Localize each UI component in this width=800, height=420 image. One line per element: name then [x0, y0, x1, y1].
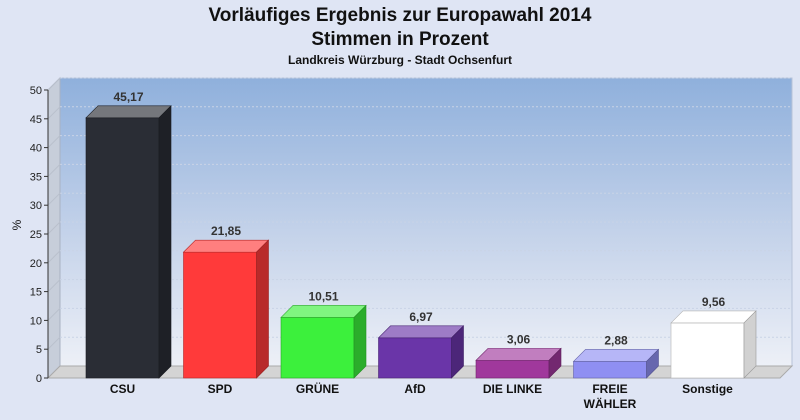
gridline-side	[47, 106, 61, 120]
y-tick-label: 40	[30, 143, 42, 155]
y-tick-label: 15	[30, 287, 42, 299]
x-tick-label: CSU	[110, 382, 135, 396]
y-tick-label: 30	[30, 200, 42, 212]
y-tick-label: 35	[30, 171, 42, 183]
data-label: 10,51	[308, 289, 338, 303]
y-tick-label: 25	[30, 229, 42, 241]
bar	[377, 325, 465, 379]
bar-front	[183, 251, 257, 379]
gridline-side	[47, 192, 61, 206]
y-tick-label: 45	[30, 114, 42, 126]
data-label: 6,97	[409, 310, 433, 324]
bar-side	[158, 105, 172, 379]
bar-side	[548, 347, 562, 379]
bar	[85, 105, 172, 379]
bar-side	[743, 310, 757, 379]
y-tick-label: 10	[30, 315, 42, 327]
bar-side	[256, 239, 269, 379]
x-tick-label: GRÜNE	[296, 381, 339, 396]
x-tick-label: WÄHLER	[584, 396, 637, 411]
bar-top	[182, 239, 270, 253]
bar-top	[85, 105, 172, 119]
y-tick-label: 50	[30, 85, 42, 97]
gridline-side	[47, 135, 61, 148]
bar-side	[646, 348, 659, 379]
bar	[475, 347, 562, 379]
y-axis-label: %	[10, 219, 24, 230]
x-tick-label: AfD	[404, 382, 426, 396]
bar	[572, 348, 660, 379]
gridline-side	[47, 164, 61, 177]
gridline-side	[47, 279, 61, 292]
bar-top	[475, 348, 562, 361]
x-tick-label: DIE LINKE	[483, 382, 542, 396]
data-label: 3,06	[507, 332, 531, 346]
bar-front	[475, 360, 550, 379]
x-tick-label: SPD	[208, 382, 233, 396]
gridline-side	[47, 221, 61, 235]
x-tick-label: Sonstige	[682, 382, 733, 396]
bar-top	[572, 349, 660, 362]
gridline-side	[47, 77, 61, 91]
bar-front	[573, 361, 647, 379]
y-tick-label: 5	[36, 344, 42, 356]
bar-front	[670, 322, 745, 379]
bar-front	[378, 337, 452, 379]
bar-top	[670, 310, 757, 324]
bar	[182, 239, 270, 379]
y-tick-label: 20	[30, 258, 42, 270]
gridline-side	[47, 308, 61, 321]
y-tick-label: 0	[36, 373, 42, 385]
bar	[280, 304, 367, 379]
bar-front	[280, 317, 355, 379]
chart-title: Vorläufiges Ergebnis zur Europawahl 2014	[208, 5, 592, 26]
data-label: 21,85	[211, 224, 241, 238]
data-label: 2,88	[604, 333, 628, 347]
gridline-side	[47, 250, 61, 264]
chart-subtitle: Landkreis Würzburg - Stadt Ochsenfurt	[287, 53, 512, 67]
bar-side	[451, 325, 464, 379]
bar-top	[377, 325, 465, 339]
data-label: 45,17	[113, 90, 143, 104]
bar-front	[85, 117, 160, 379]
bar	[670, 310, 757, 379]
data-label: 9,56	[702, 295, 726, 309]
bar-side	[353, 304, 367, 379]
gridline-side	[47, 336, 61, 350]
bar-top	[280, 305, 367, 318]
chart-title-line-2: Stimmen in Prozent	[311, 29, 489, 50]
x-tick-label: FREIE	[592, 382, 627, 396]
